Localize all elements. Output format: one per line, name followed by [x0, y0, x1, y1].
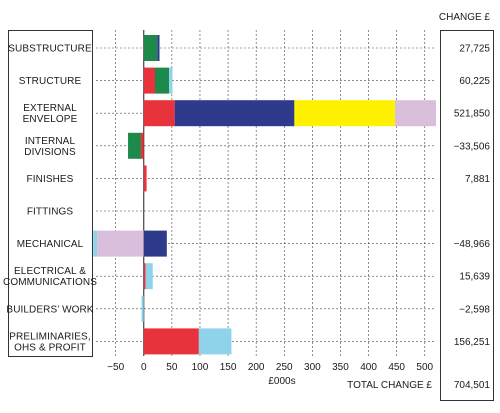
x-tick-label: 100: [192, 362, 209, 373]
change-value: 15,639: [459, 272, 490, 283]
category-label: FITTINGS: [27, 207, 74, 218]
total-change-value: 704,501: [454, 380, 491, 391]
change-value: 521,850: [454, 109, 491, 120]
bar-segment: [143, 67, 156, 94]
bar-segment: [174, 100, 295, 127]
bar-segment: [143, 35, 158, 61]
x-axis-label: £000s: [268, 376, 295, 387]
category-label: ELECTRICAL &: [14, 266, 86, 277]
bar-segment: [140, 132, 144, 159]
bar-segment: [169, 67, 173, 94]
change-value-box: [440, 30, 494, 401]
change-value: −33,506: [454, 141, 491, 152]
change-value: 27,725: [459, 44, 490, 55]
bar-segment: [294, 100, 395, 127]
change-value: 7,881: [465, 174, 490, 185]
change-box-frame: [440, 30, 494, 401]
bar-segment: [143, 230, 167, 257]
x-tick-label: 450: [388, 362, 405, 373]
x-axis-ticks: −50 0 50 100 150 200 250 300 350 400 450 500: [107, 362, 433, 373]
x-tick-label: 400: [360, 362, 377, 373]
category-label: EXTERNAL: [23, 103, 77, 114]
change-value: 156,251: [454, 337, 491, 348]
x-tick-label: 50: [166, 362, 178, 373]
category-label: ENVELOPE: [23, 114, 78, 125]
category-label: DIVISIONS: [24, 147, 76, 158]
category-label: COMMUNICATIONS: [3, 277, 97, 288]
bar-segment: [394, 100, 436, 127]
bar-segment: [93, 230, 98, 257]
x-tick-label: 150: [220, 362, 237, 373]
bar-segment: [143, 165, 147, 192]
x-tick-label: 0: [141, 362, 147, 373]
bar-segment: [97, 230, 144, 257]
change-values: 27,725 60,225 521,850 −33,506 7,881 −48,966 15…: [454, 44, 491, 348]
bar-segment: [145, 263, 153, 290]
category-label: MECHANICAL: [17, 239, 84, 250]
category-box-frame: [8, 30, 93, 357]
x-tick-label: 300: [304, 362, 321, 373]
category-label: BUILDERS’ WORK: [6, 304, 93, 315]
bar-segment: [143, 263, 146, 290]
bar-segment: [141, 295, 144, 322]
change-header: CHANGE £: [439, 12, 491, 23]
category-label: FINISHES: [27, 174, 74, 185]
x-tick-label: 350: [332, 362, 349, 373]
category-label: PRELIMINARIES,: [9, 331, 90, 342]
category-label: INTERNAL: [25, 136, 76, 147]
change-value: −2,598: [459, 304, 490, 315]
bar-segment: [157, 35, 160, 61]
bars: [93, 35, 436, 355]
change-value: 60,225: [459, 76, 490, 87]
x-tick-label: 250: [276, 362, 293, 373]
total-change-label: TOTAL CHANGE £: [347, 380, 432, 391]
change-value: −48,966: [454, 239, 491, 250]
bar-segment: [155, 67, 170, 94]
bar-segment: [143, 100, 175, 127]
category-label: STRUCTURE: [19, 76, 82, 87]
x-tick-label: 500: [416, 362, 433, 373]
bar-segment: [198, 328, 232, 355]
bar-segment: [128, 132, 141, 159]
category-label-box: [8, 30, 93, 357]
category-label: OHS & PROFIT: [14, 342, 86, 353]
bar-segment: [143, 328, 199, 355]
x-tick-label: 200: [248, 362, 265, 373]
x-tick-label: −50: [107, 362, 124, 373]
category-label: SUBSTRUCTURE: [8, 44, 92, 55]
